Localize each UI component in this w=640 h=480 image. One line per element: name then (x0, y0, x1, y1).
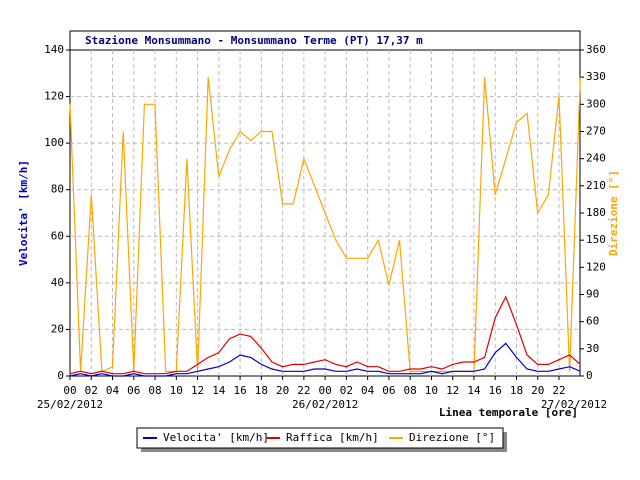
x-tick-label: 04 (361, 384, 375, 397)
x-tick-label: 16 (233, 384, 246, 397)
x-tick-label: 00 (319, 384, 332, 397)
date-label: 27/02/2012 (541, 398, 607, 411)
x-tick-label: 08 (404, 384, 417, 397)
y2-tick-label: 210 (586, 179, 606, 192)
x-tick-label: 16 (489, 384, 502, 397)
y2-tick-label: 60 (586, 315, 599, 328)
x-tick-label: 18 (255, 384, 268, 397)
x-tick-label: 14 (467, 384, 481, 397)
x-tick-label: 20 (276, 384, 289, 397)
y2-tick-label: 240 (586, 152, 606, 165)
date-label: 26/02/2012 (292, 398, 358, 411)
x-tick-label: 00 (63, 384, 76, 397)
x-tick-label: 10 (170, 384, 183, 397)
y-tick-label: 60 (51, 229, 64, 242)
y-tick-label: 20 (51, 322, 64, 335)
x-tick-label: 06 (127, 384, 140, 397)
y-tick-label: 120 (44, 90, 64, 103)
x-tick-label: 10 (425, 384, 438, 397)
y2-tick-label: 30 (586, 342, 599, 355)
y2-tick-label: 120 (586, 260, 606, 273)
x-tick-label: 08 (148, 384, 161, 397)
legend-label: Velocita' [km/h] (163, 431, 269, 444)
x-tick-label: 22 (297, 384, 310, 397)
y2-axis-label: Direzione [°] (607, 170, 620, 256)
x-tick-label: 02 (340, 384, 353, 397)
y-tick-label: 80 (51, 183, 64, 196)
x-tick-label: 04 (106, 384, 120, 397)
date-label: 25/02/2012 (37, 398, 103, 411)
y2-tick-label: 270 (586, 125, 606, 138)
x-tick-label: 14 (212, 384, 226, 397)
x-tick-label: 02 (85, 384, 98, 397)
legend-label: Direzione [°] (409, 431, 495, 444)
y-tick-label: 40 (51, 276, 64, 289)
y-tick-label: 100 (44, 136, 64, 149)
legend-box (136, 427, 504, 449)
x-tick-label: 22 (552, 384, 565, 397)
y2-tick-label: 150 (586, 233, 606, 246)
x-tick-label: 18 (510, 384, 523, 397)
y-tick-label: 140 (44, 43, 64, 56)
y-axis-label: Velocita' [km/h] (17, 160, 30, 266)
legend-label: Raffica [km/h] (286, 431, 379, 444)
series-line (69, 342, 581, 377)
y-tick-label: 0 (57, 369, 64, 382)
y2-tick-label: 330 (586, 70, 606, 83)
x-tick-label: 06 (382, 384, 395, 397)
x-tick-label: 20 (531, 384, 544, 397)
series-line (69, 77, 581, 373)
x-tick-label: 12 (446, 384, 459, 397)
y2-tick-label: 90 (586, 288, 599, 301)
y2-tick-label: 0 (586, 369, 593, 382)
x-tick-label: 12 (191, 384, 204, 397)
y2-tick-label: 360 (586, 43, 606, 56)
x-axis-label: Linea temporale [ore] (439, 406, 578, 419)
y2-tick-label: 300 (586, 97, 606, 110)
series-line (69, 295, 581, 375)
chart-title: Stazione Monsummano - Monsummano Terme (… (85, 34, 423, 47)
y2-tick-label: 180 (586, 206, 606, 219)
